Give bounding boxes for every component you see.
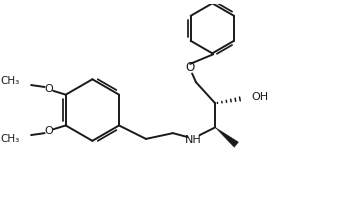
Text: CH₃: CH₃ xyxy=(0,134,19,144)
Text: CH₃: CH₃ xyxy=(0,76,19,86)
Polygon shape xyxy=(215,127,239,147)
Text: O: O xyxy=(44,126,53,136)
Text: NH: NH xyxy=(185,135,202,145)
Text: O: O xyxy=(186,61,195,74)
Text: OH: OH xyxy=(252,92,269,102)
Text: O: O xyxy=(44,84,53,94)
